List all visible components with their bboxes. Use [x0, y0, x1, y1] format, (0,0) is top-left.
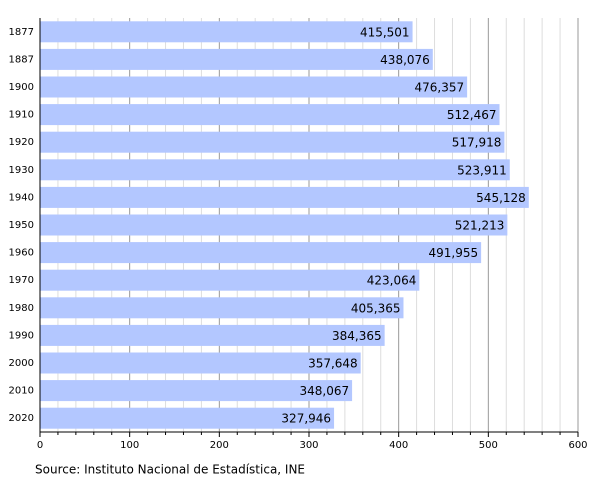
bar: [40, 76, 468, 98]
bar: [40, 380, 353, 402]
x-tick-label: 0: [37, 440, 43, 451]
value-label: 517,918: [452, 136, 502, 150]
bar: [40, 21, 413, 43]
bar: [40, 297, 404, 319]
y-tick-label: 1960: [9, 248, 34, 259]
bar: [40, 159, 510, 181]
y-tick-label: 1910: [9, 110, 34, 121]
bar: [40, 214, 508, 236]
value-label: 491,955: [428, 246, 478, 260]
value-label: 415,501: [360, 25, 410, 39]
y-tick-label: 1920: [9, 137, 34, 148]
x-tick-label: 600: [568, 440, 587, 451]
y-tick-label: 1970: [9, 275, 34, 286]
bar: [40, 324, 385, 346]
bar: [40, 186, 529, 208]
y-tick-label: 1877: [9, 27, 34, 38]
value-label: 521,213: [455, 219, 505, 233]
x-tick-label: 500: [479, 440, 498, 451]
y-tick-label: 1940: [9, 192, 34, 203]
y-tick-label: 1930: [9, 165, 34, 176]
y-tick-label: 1990: [9, 330, 34, 341]
value-label: 348,067: [299, 384, 349, 398]
bar: [40, 407, 335, 429]
y-tick-label: 2020: [9, 413, 34, 424]
x-tick-label: 200: [210, 440, 229, 451]
value-label: 512,467: [447, 108, 497, 122]
y-tick-label: 1900: [9, 82, 34, 93]
y-tick-label: 2010: [9, 386, 34, 397]
y-tick-label: 1887: [9, 54, 34, 65]
bar: [40, 131, 505, 153]
value-label: 545,128: [476, 191, 526, 205]
value-label: 384,365: [332, 329, 382, 343]
bar: [40, 104, 500, 126]
source-note: Source: Instituto Nacional de Estadístic…: [35, 463, 305, 477]
y-tick-label: 1980: [9, 303, 34, 314]
value-label: 423,064: [367, 274, 417, 288]
x-tick-label: 100: [120, 440, 139, 451]
y-tick-label: 1950: [9, 220, 34, 231]
bar: [40, 242, 482, 264]
bar: [40, 352, 361, 374]
value-label: 405,365: [351, 301, 401, 315]
value-label: 357,648: [308, 357, 358, 371]
value-label: 523,911: [457, 163, 507, 177]
x-tick-label: 300: [299, 440, 318, 451]
bar: [40, 269, 420, 291]
y-tick-label: 2000: [9, 358, 34, 369]
value-label: 476,357: [415, 81, 465, 95]
value-label: 327,946: [281, 412, 331, 426]
x-tick-label: 400: [389, 440, 408, 451]
value-label: 438,076: [380, 53, 430, 67]
bar: [40, 48, 433, 70]
